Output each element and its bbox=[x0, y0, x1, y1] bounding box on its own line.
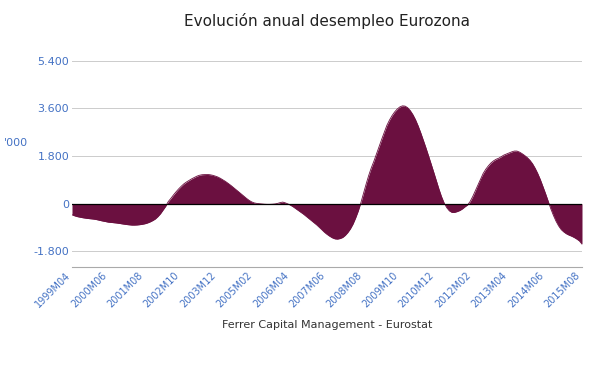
X-axis label: Ferrer Capital Management - Eurostat: Ferrer Capital Management - Eurostat bbox=[222, 320, 432, 330]
Title: Evolución anual desempleo Eurozona: Evolución anual desempleo Eurozona bbox=[184, 13, 470, 29]
Y-axis label: '000: '000 bbox=[4, 138, 28, 148]
